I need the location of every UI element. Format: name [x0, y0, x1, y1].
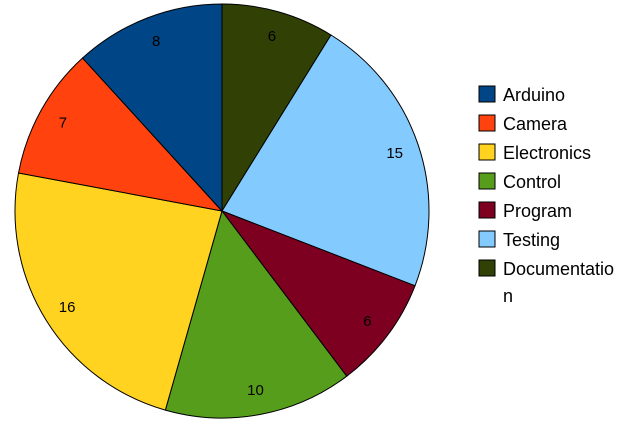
- pie-data-labels: 6 15 6 10 16 7 8: [59, 28, 403, 399]
- data-label-arduino: 8: [152, 33, 160, 50]
- legend-swatch-testing: [478, 230, 496, 248]
- legend-label-program: Program: [503, 201, 572, 221]
- legend-label-documentation: Documentatio n: [503, 259, 614, 306]
- pie-slice-testing: [221, 34, 430, 287]
- legend-swatch-camera: [478, 114, 496, 132]
- legend-swatch-electronics: [478, 143, 496, 161]
- data-label-documentation: 6: [268, 28, 276, 45]
- pie-slice-arduino: [81, 3, 223, 213]
- legend-swatch-arduino: [478, 85, 496, 103]
- legend-label-arduino: Arduino: [503, 85, 565, 105]
- data-label-camera: 7: [59, 114, 67, 131]
- pie-slice-control: [164, 209, 348, 419]
- legend-swatch-control: [478, 172, 496, 190]
- legend-label-electronics: Electronics: [503, 143, 591, 163]
- pie-slice-program: [220, 209, 416, 377]
- legend-label-control: Control: [503, 172, 561, 192]
- data-label-testing: 15: [386, 145, 403, 162]
- legend-label-testing: Testing: [503, 230, 560, 250]
- pie-slice-documentation: [221, 3, 332, 213]
- data-label-electronics: 16: [59, 299, 76, 316]
- pie-slices: [14, 3, 430, 419]
- legend-swatch-program: [478, 201, 496, 219]
- pie-slice-electronics: [14, 172, 223, 411]
- pie-slice-camera: [17, 57, 224, 212]
- legend-swatch-documentation: [478, 259, 496, 277]
- data-label-program: 6: [363, 313, 371, 330]
- legend-label-camera: Camera: [503, 114, 568, 134]
- legend: Arduino Camera Electronics Control Program Te…: [478, 85, 614, 306]
- data-label-control: 10: [247, 382, 264, 399]
